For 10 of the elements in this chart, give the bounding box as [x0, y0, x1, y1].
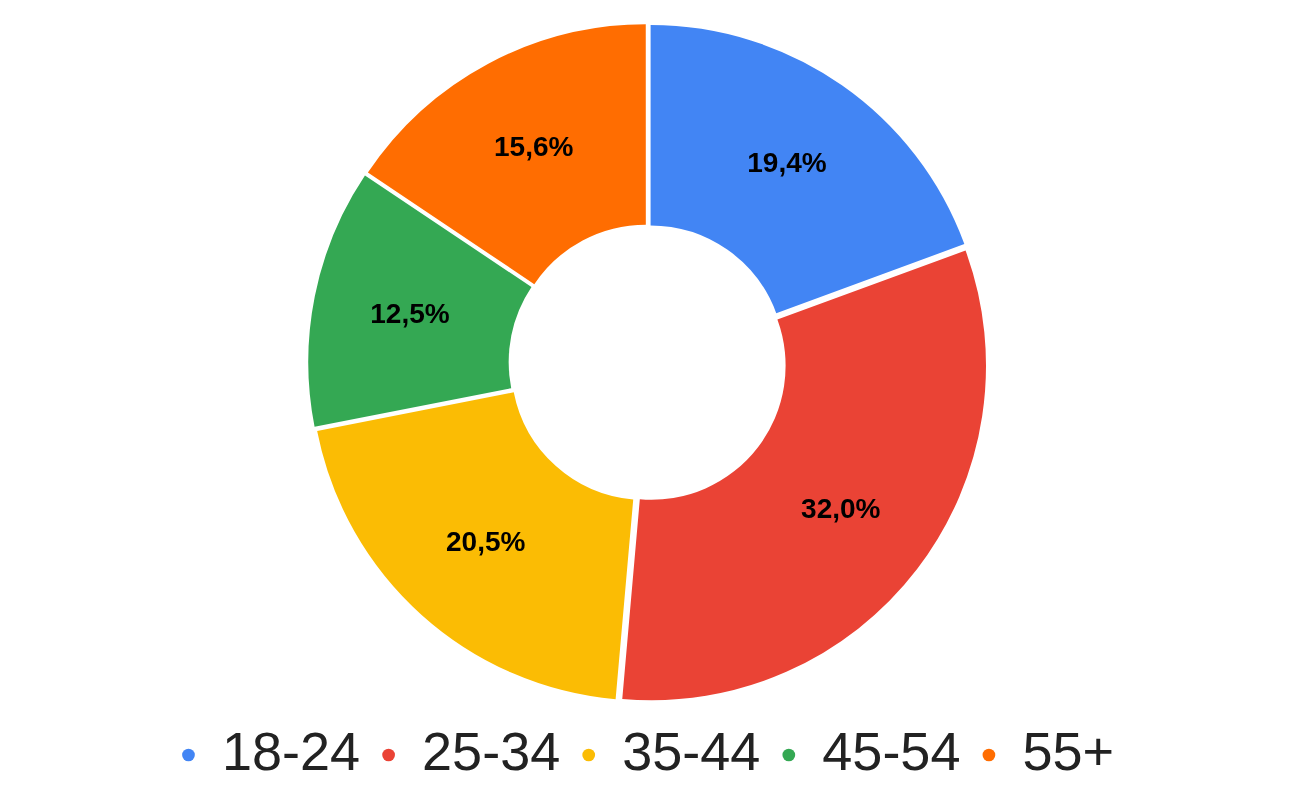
legend-label: 25-34 — [422, 720, 561, 781]
data-label: 32,0% — [801, 493, 881, 525]
legend-label: 55+ — [1022, 720, 1115, 781]
legend-label: 45-54 — [822, 720, 961, 781]
legend-label: 18-24 — [221, 720, 361, 781]
data-label: 12,5% — [370, 297, 450, 329]
data-label: 20,5% — [446, 526, 526, 558]
data-label: 19,4% — [747, 146, 827, 178]
data-label: 15,6% — [494, 131, 574, 163]
legend-label: 35-44 — [622, 720, 761, 781]
